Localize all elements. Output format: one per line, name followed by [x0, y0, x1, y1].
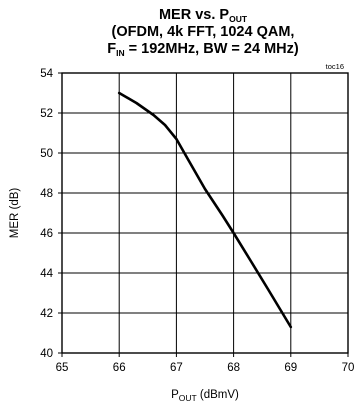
series	[117, 91, 293, 329]
text-part: (dBmV)	[197, 389, 239, 401]
x-axis-label: POUT (dBmV)	[171, 389, 239, 403]
chart-title: MER vs. POUT(OFDM, 4k FFT, 1024 QAM,FIN …	[107, 7, 299, 58]
y-ticks: 40 42 44 46 48 50 52 54	[40, 68, 62, 360]
chart-title-line: FIN = 192MHz, BW = 24 MHz)	[107, 41, 299, 58]
y-tick-label: 46	[40, 228, 53, 240]
x-tick-label: 65	[56, 362, 69, 374]
y-tick-label: 44	[40, 268, 53, 280]
y-tick-label: 52	[40, 108, 53, 120]
series-line	[117, 91, 293, 329]
y-tick-label: 42	[40, 308, 53, 320]
x-tick-label: 69	[284, 362, 297, 374]
x-tick-label: 68	[227, 362, 240, 374]
subscript-text: OUT	[179, 393, 197, 403]
x-tick-label: 67	[170, 362, 183, 374]
x-tick-label: 70	[342, 362, 354, 374]
subscript-text: OUT	[229, 14, 248, 24]
text-part: F	[107, 41, 116, 57]
text-part: (OFDM, 4k FFT, 1024 QAM,	[112, 24, 295, 40]
text-part: = 192MHz, BW = 24 MHz)	[125, 41, 299, 57]
y-axis-label: MER (dB)	[9, 188, 21, 239]
y-tick-label: 40	[40, 348, 53, 360]
text-part: MER vs. P	[159, 7, 229, 23]
y-tick-label: 54	[40, 68, 53, 80]
x-ticks: 65 66 67 68 69 70	[56, 353, 354, 374]
grid	[62, 73, 348, 353]
subscript-text: IN	[116, 48, 125, 58]
text-part: P	[171, 389, 179, 401]
chart-tag: toc16	[326, 62, 344, 71]
y-tick-label: 48	[40, 188, 53, 200]
y-tick-label: 50	[40, 148, 53, 160]
plot-frame	[61, 72, 349, 354]
x-tick-label: 66	[113, 362, 126, 374]
chart-title-line: MER vs. POUT	[159, 7, 248, 24]
chart-title-line: (OFDM, 4k FFT, 1024 QAM,	[112, 24, 295, 40]
